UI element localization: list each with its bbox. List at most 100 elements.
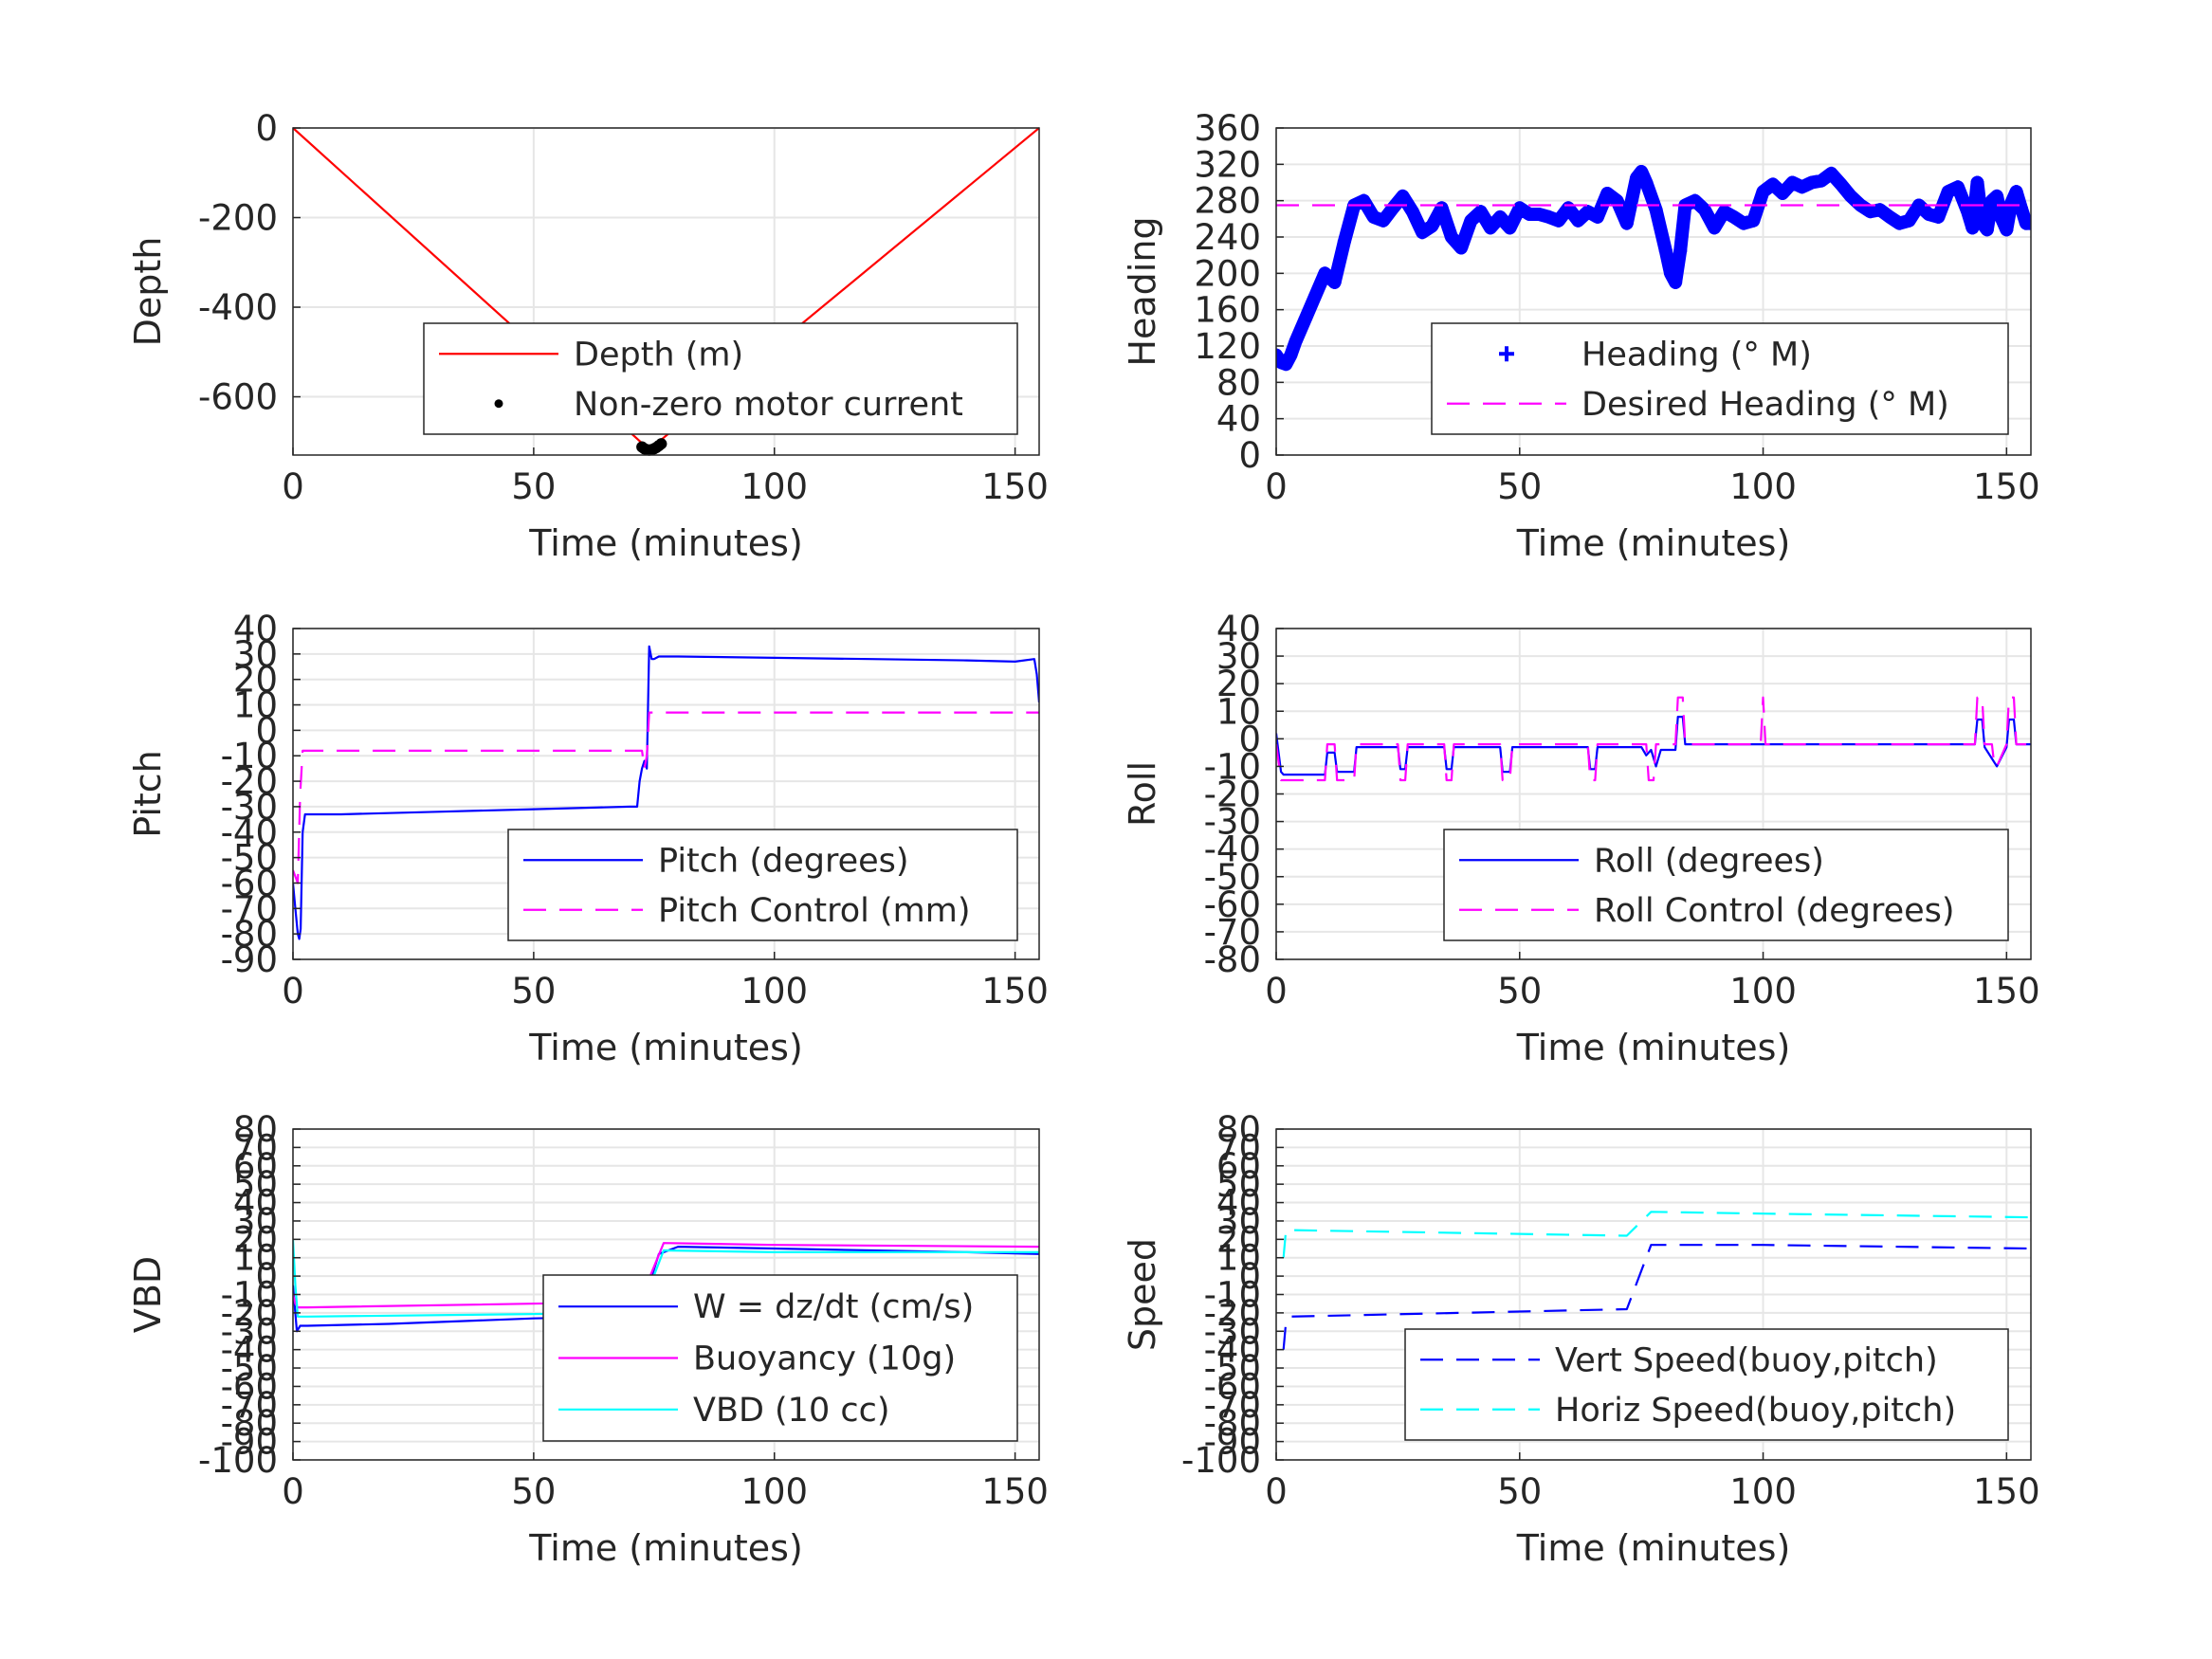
heading-point bbox=[1639, 175, 1654, 190]
heading-point bbox=[1376, 213, 1390, 228]
y-tick-label: -90 bbox=[221, 1422, 278, 1463]
y-tick-label: -70 bbox=[221, 1385, 278, 1426]
x-tick-label: 0 bbox=[282, 971, 304, 1012]
y-tick-label: 60 bbox=[1216, 1146, 1261, 1187]
heading-point bbox=[1532, 208, 1546, 222]
depth-legend-swatch-1 bbox=[494, 399, 503, 409]
y-tick-label: -50 bbox=[221, 1348, 278, 1389]
y-tick-label: 0 bbox=[1238, 719, 1261, 759]
heading-point bbox=[1980, 223, 1994, 237]
y-tick-label: -40 bbox=[1204, 830, 1261, 870]
heading-legend-label-1: Desired Heading (° M) bbox=[1581, 386, 1949, 424]
x-tick-label: 50 bbox=[1497, 466, 1542, 507]
roll-legend-box bbox=[1443, 829, 2009, 941]
heading-point bbox=[1922, 208, 1936, 222]
y-tick-label: -30 bbox=[1204, 1311, 1261, 1352]
y-tick-label: 50 bbox=[233, 1164, 278, 1205]
heading-point bbox=[1658, 244, 1673, 258]
y-tick-label: -30 bbox=[1204, 802, 1261, 843]
speed-series-0-line bbox=[1282, 1244, 2031, 1350]
heading-point bbox=[1276, 348, 1283, 362]
y-tick-label: 80 bbox=[233, 1109, 278, 1150]
heading-point bbox=[1298, 312, 1312, 326]
depth-legend-label-0: Depth (m) bbox=[574, 336, 743, 374]
heading-point bbox=[1503, 221, 1517, 235]
pitch-legend-box bbox=[507, 829, 1018, 941]
heading-point bbox=[1931, 210, 1946, 224]
heading-point bbox=[1289, 335, 1303, 349]
y-tick-label: -30 bbox=[221, 1311, 278, 1352]
heading-point bbox=[1279, 357, 1293, 372]
heading-point bbox=[1318, 266, 1332, 281]
y-tick-label: -40 bbox=[1204, 1330, 1261, 1371]
heading-point bbox=[1892, 216, 1907, 230]
heading-point bbox=[1483, 221, 1497, 235]
x-tick-label: 50 bbox=[1497, 971, 1542, 1012]
heading-point bbox=[1590, 210, 1604, 224]
y-tick-label: -50 bbox=[1204, 857, 1261, 898]
vbd-legend-label-0: W = dz/dt (cm/s) bbox=[693, 1288, 974, 1326]
y-tick-label: -40 bbox=[221, 812, 278, 853]
vbd-x-axis-title: Time (minutes) bbox=[528, 1527, 803, 1569]
roll-legend-label-0: Roll (degrees) bbox=[1594, 842, 1824, 880]
x-tick-label: 100 bbox=[740, 971, 808, 1012]
heading-point bbox=[1863, 205, 1877, 219]
heading-point bbox=[1708, 221, 1722, 235]
x-tick-label: 100 bbox=[740, 466, 808, 507]
heading-point bbox=[1990, 189, 2004, 203]
x-tick-label: 0 bbox=[1265, 1471, 1288, 1512]
y-tick-label: 200 bbox=[1194, 253, 1261, 294]
heading-point bbox=[1405, 205, 1419, 219]
heading-axes-box bbox=[1275, 127, 2032, 456]
heading-point bbox=[1911, 198, 1926, 212]
heading-point bbox=[1464, 213, 1478, 228]
vbd-y-axis-title: VBD bbox=[127, 1256, 169, 1333]
y-tick-label: -50 bbox=[1204, 1348, 1261, 1389]
y-tick-label: 30 bbox=[1216, 636, 1261, 677]
roll-y-axis-title: Roll bbox=[1122, 761, 1163, 827]
heading-point bbox=[1673, 244, 1688, 258]
y-tick-label: 40 bbox=[1216, 609, 1261, 649]
heading-legend-box bbox=[1431, 322, 2009, 435]
x-tick-label: 150 bbox=[1973, 971, 2040, 1012]
y-tick-label: -20 bbox=[221, 761, 278, 802]
heading-point bbox=[1416, 226, 1430, 240]
y-tick-label: -600 bbox=[198, 377, 278, 418]
x-tick-label: 150 bbox=[981, 1471, 1049, 1512]
depth-axes-box bbox=[292, 127, 1040, 456]
y-tick-label: -60 bbox=[221, 863, 278, 903]
heading-point bbox=[1995, 211, 2009, 226]
x-tick-label: 50 bbox=[511, 1471, 556, 1512]
heading-legend-swatch-0 bbox=[1499, 346, 1514, 362]
heading-point bbox=[1941, 185, 1955, 199]
pitch-axes-box bbox=[292, 628, 1040, 960]
y-tick-label: -80 bbox=[221, 914, 278, 955]
pitch-chart: 0 50 100 150403020100-10-20-30-40-50-60-70-… bbox=[127, 609, 1049, 1068]
heading-series-0-markers bbox=[1276, 165, 2031, 372]
heading-point bbox=[1950, 180, 1965, 194]
pitch-x-axis-title: Time (minutes) bbox=[528, 1027, 803, 1068]
vbd-series-2-line bbox=[293, 1239, 1039, 1318]
pitch-series-group bbox=[293, 645, 1039, 940]
pitch-legend: Pitch (degrees) Pitch Control (mm) bbox=[507, 829, 1018, 941]
y-tick-label: -20 bbox=[1204, 775, 1261, 815]
heading-point bbox=[1493, 210, 1508, 224]
x-tick-label: 100 bbox=[1729, 1471, 1797, 1512]
pitch-legend-label-1: Pitch Control (mm) bbox=[658, 892, 970, 930]
y-tick-label: 320 bbox=[1194, 144, 1261, 185]
y-tick-label: 80 bbox=[1216, 1109, 1261, 1150]
heading-point bbox=[1765, 177, 1780, 191]
depth-legend-box bbox=[423, 322, 1018, 435]
y-tick-label: -40 bbox=[221, 1330, 278, 1371]
y-tick-label: 30 bbox=[233, 1201, 278, 1242]
heading-point bbox=[1473, 205, 1488, 219]
heading-point bbox=[1663, 266, 1677, 281]
depth-series-group bbox=[293, 127, 1039, 456]
y-tick-label: -10 bbox=[221, 736, 278, 776]
x-tick-label: 0 bbox=[282, 466, 304, 507]
roll-series-group bbox=[1276, 696, 2031, 782]
y-tick-label: 40 bbox=[1216, 1183, 1261, 1224]
y-tick-label: 40 bbox=[233, 609, 278, 649]
heading-point bbox=[1737, 216, 1751, 230]
